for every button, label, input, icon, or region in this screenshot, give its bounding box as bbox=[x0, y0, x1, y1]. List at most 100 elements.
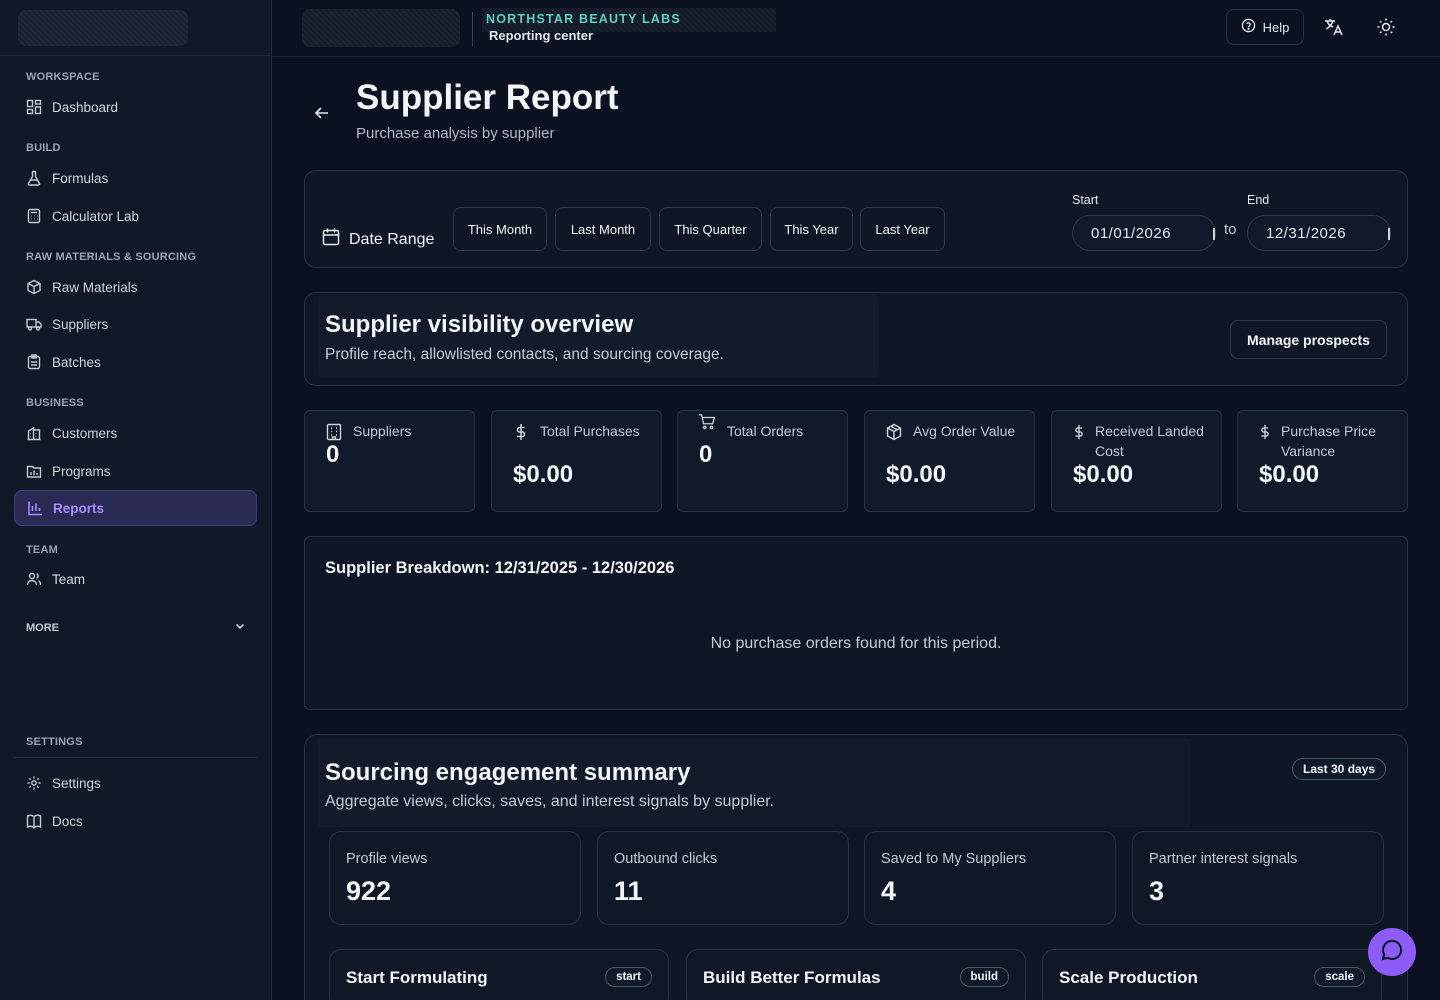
calendar-picker-icon[interactable] bbox=[1388, 228, 1390, 240]
help-button[interactable]: Help bbox=[1226, 9, 1304, 45]
calendar-icon bbox=[321, 227, 341, 252]
sidebar-item-label: Customers bbox=[52, 425, 118, 441]
back-arrow-icon[interactable] bbox=[312, 103, 332, 123]
stat-value: $0.00 bbox=[886, 461, 947, 488]
metric-label: Partner interest signals bbox=[1149, 851, 1298, 867]
stat-card-received-landed-cost: Received Landed Cost $0.00 bbox=[1051, 410, 1222, 512]
visibility-card: Supplier visibility overview Profile rea… bbox=[304, 292, 1408, 386]
stat-card-total-orders: Total Orders 0 bbox=[677, 410, 848, 512]
sidebar-item-label: Batches bbox=[52, 354, 101, 370]
phase-card-start[interactable]: Start Formulating start bbox=[329, 949, 669, 1000]
org-logo[interactable] bbox=[302, 9, 460, 47]
more-toggle[interactable]: MORE bbox=[26, 620, 246, 635]
period-badge: Last 30 days bbox=[1292, 758, 1387, 780]
preset-last-month[interactable]: Last Month bbox=[555, 207, 651, 251]
phase-tag: build bbox=[959, 967, 1009, 987]
sun-icon[interactable] bbox=[1373, 14, 1399, 40]
box-icon bbox=[26, 279, 42, 295]
stat-value: 0 bbox=[699, 441, 713, 468]
phase-card-build[interactable]: Build Better Formulas build bbox=[686, 949, 1026, 1000]
start-date-input[interactable]: 01/01/2026 bbox=[1072, 215, 1216, 251]
stat-label: Avg Order Value bbox=[913, 423, 1016, 439]
sidebar-item-batches[interactable]: Batches bbox=[14, 344, 257, 380]
topbar-subtitle: Reporting center bbox=[489, 28, 594, 43]
phase-title: Build Better Formulas bbox=[703, 968, 881, 987]
page-subtitle: Purchase analysis by supplier bbox=[356, 125, 555, 142]
breakdown-title: Supplier Breakdown: 12/31/2025 - 12/30/2… bbox=[325, 559, 675, 577]
dollar-icon bbox=[1256, 423, 1274, 441]
gear-icon bbox=[26, 775, 42, 791]
sidebar-item-label: Reports bbox=[53, 500, 105, 516]
metric-card-saved: Saved to My Suppliers 4 bbox=[864, 831, 1116, 925]
sidebar-item-dashboard[interactable]: Dashboard bbox=[14, 89, 257, 125]
sidebar-item-docs[interactable]: Docs bbox=[14, 803, 257, 839]
stat-label: Purchase Price Variance bbox=[1281, 423, 1376, 459]
sidebar-item-label: Team bbox=[52, 571, 86, 587]
metric-value: 4 bbox=[881, 876, 897, 906]
supplier-breakdown-card: Supplier Breakdown: 12/31/2025 - 12/30/2… bbox=[304, 536, 1408, 710]
sidebar-item-settings[interactable]: Settings bbox=[14, 765, 257, 801]
visibility-header-bg bbox=[318, 295, 879, 377]
sidebar-item-label: Programs bbox=[52, 463, 111, 479]
stat-label: Total Purchases bbox=[540, 423, 640, 439]
app-logo[interactable] bbox=[18, 10, 188, 46]
to-label: to bbox=[1224, 221, 1237, 238]
stat-card-purchase-price-variance: Purchase Price Variance $0.00 bbox=[1237, 410, 1408, 512]
sidebar-item-programs[interactable]: Programs bbox=[14, 453, 257, 489]
section-build: BUILD bbox=[26, 142, 61, 154]
calculator-icon bbox=[26, 208, 42, 224]
phase-tag: scale bbox=[1314, 967, 1365, 987]
visibility-subtitle: Profile reach, allowlisted contacts, and… bbox=[325, 346, 724, 363]
sidebar: WORKSPACE Dashboard BUILD Formulas Calcu… bbox=[0, 0, 272, 1000]
metric-value: 3 bbox=[1149, 876, 1165, 906]
preset-this-month[interactable]: This Month bbox=[453, 207, 547, 251]
sidebar-item-suppliers[interactable]: Suppliers bbox=[14, 306, 257, 342]
sidebar-item-reports[interactable]: Reports bbox=[14, 490, 257, 526]
metric-card-profile-views: Profile views 922 bbox=[329, 831, 581, 925]
sidebar-item-customers[interactable]: Customers bbox=[14, 415, 257, 451]
sidebar-item-label: Dashboard bbox=[52, 99, 119, 115]
sidebar-item-label: Suppliers bbox=[52, 316, 109, 332]
chat-button[interactable] bbox=[1368, 928, 1416, 976]
sidebar-item-raw-materials[interactable]: Raw Materials bbox=[14, 269, 257, 305]
stat-value: 0 bbox=[326, 441, 340, 468]
translate-icon[interactable] bbox=[1321, 14, 1347, 40]
calendar-picker-icon[interactable] bbox=[1213, 228, 1215, 240]
folder-chart-icon bbox=[26, 463, 42, 479]
phase-title: Scale Production bbox=[1059, 968, 1198, 987]
engagement-header-bg bbox=[318, 739, 1190, 827]
preset-last-year[interactable]: Last Year bbox=[860, 207, 945, 251]
empty-state-message: No purchase orders found for this period… bbox=[710, 635, 1002, 652]
bar-chart-icon bbox=[27, 500, 43, 516]
sidebar-item-team[interactable]: Team bbox=[14, 561, 257, 597]
help-label: Help bbox=[1262, 19, 1290, 35]
metric-card-partner-interest: Partner interest signals 3 bbox=[1132, 831, 1384, 925]
manage-prospects-button[interactable]: Manage prospects bbox=[1230, 320, 1387, 359]
engagement-title: Sourcing engagement summary bbox=[325, 759, 691, 786]
brand-name: NORTHSTAR BEAUTY LABS bbox=[486, 12, 681, 26]
truck-icon bbox=[26, 316, 42, 332]
metric-label: Saved to My Suppliers bbox=[881, 851, 1027, 867]
stat-value: $0.00 bbox=[1259, 461, 1320, 488]
sidebar-item-calculator-lab[interactable]: Calculator Lab bbox=[14, 198, 257, 234]
metric-label: Profile views bbox=[346, 851, 428, 867]
section-workspace: WORKSPACE bbox=[26, 71, 100, 83]
preset-this-quarter[interactable]: This Quarter bbox=[659, 207, 762, 251]
book-icon bbox=[26, 813, 42, 829]
engagement-subtitle: Aggregate views, clicks, saves, and inte… bbox=[325, 793, 775, 810]
end-label: End bbox=[1247, 193, 1270, 207]
stat-value: $0.00 bbox=[513, 461, 574, 488]
stat-label: Received Landed Cost bbox=[1095, 423, 1204, 459]
engagement-summary-card: Sourcing engagement summary Aggregate vi… bbox=[304, 734, 1408, 1000]
dollar-icon bbox=[512, 423, 530, 441]
sidebar-item-label: Docs bbox=[52, 813, 83, 829]
end-date-input[interactable]: 12/31/2026 bbox=[1247, 215, 1391, 251]
section-team: TEAM bbox=[26, 544, 58, 556]
package-icon bbox=[885, 423, 903, 441]
phase-card-scale[interactable]: Scale Production scale bbox=[1042, 949, 1382, 1000]
date-range-text: Date Range bbox=[349, 230, 435, 248]
stat-card-total-purchases: Total Purchases $0.00 bbox=[491, 410, 662, 512]
preset-this-year[interactable]: This Year bbox=[770, 207, 853, 251]
sidebar-item-formulas[interactable]: Formulas bbox=[14, 160, 257, 196]
users-icon bbox=[26, 571, 42, 587]
